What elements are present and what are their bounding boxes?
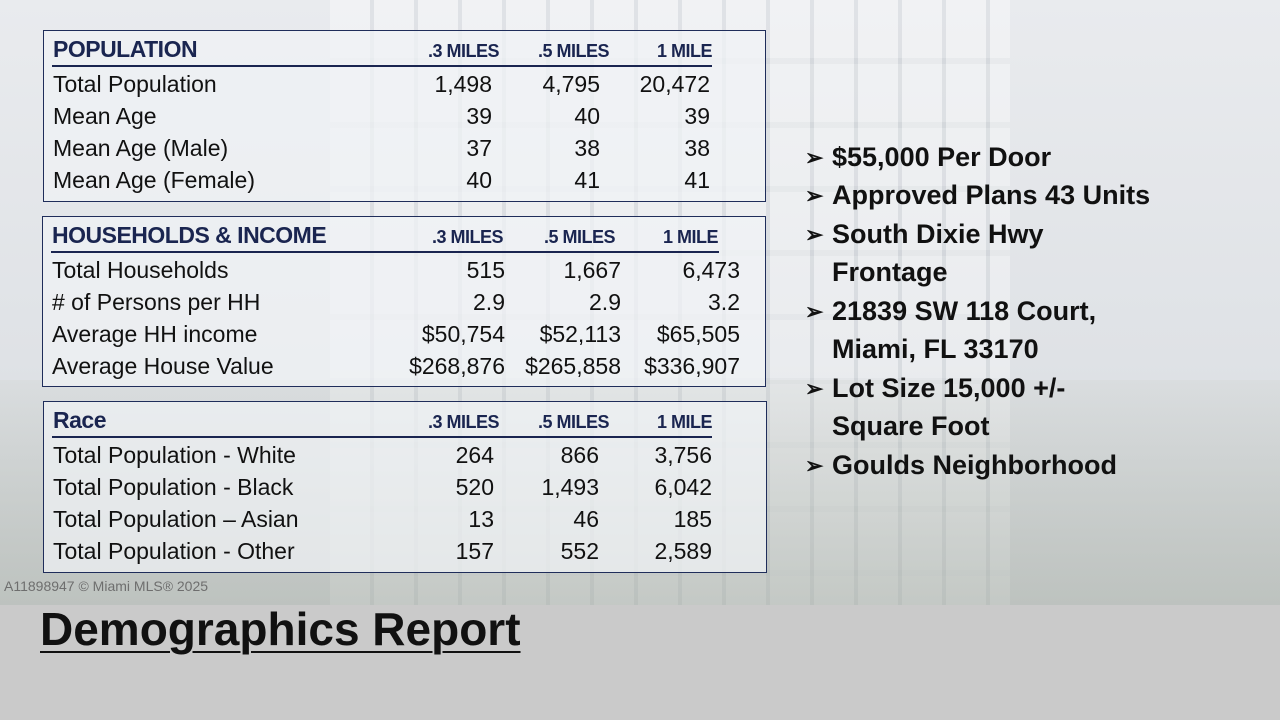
table-title: HOUSEHOLDS & INCOME [52,222,327,248]
bullet-text: Approved Plans 43 Units [832,180,1151,210]
row-value: 40 [466,167,492,193]
row-label: Total Households [52,257,229,283]
table-row: Average HH income $50,754 $52,113 $65,505 [43,321,765,353]
row-value: 39 [684,103,710,129]
row-label: Mean Age [53,103,157,129]
row-value: 520 [455,474,494,500]
watermark: A11898947 © Miami MLS® 2025 [4,578,209,594]
table-row: Mean Age (Female) 40 41 41 [44,167,765,199]
row-value: 2,589 [654,538,712,564]
row-value: 2.9 [473,289,505,315]
row-value: 38 [574,135,600,161]
row-value: 38 [684,135,710,161]
column-header: .3 MILES [427,412,500,432]
column-header: 1 MILE [656,412,713,432]
row-value: $52,113 [539,321,621,347]
header-underline [52,436,712,438]
column-header: .5 MILES [537,412,610,432]
table-row: Total Population - White 264 866 3,756 [44,442,766,474]
table-row: Total Households 515 1,667 6,473 [43,257,765,289]
row-value: 41 [574,167,600,193]
row-value: $65,505 [656,321,740,347]
bullet-text: Lot Size 15,000 +/- [832,373,1066,403]
row-label: Mean Age (Male) [53,135,229,161]
table-header: Race .3 MILES .5 MILES 1 MILE [44,407,766,438]
bottom-band [0,605,1280,720]
column-header: .5 MILES [537,41,610,61]
row-value: 552 [560,538,599,564]
row-value: 13 [468,506,494,532]
row-value: 2.9 [589,289,621,315]
row-value: 39 [466,103,492,129]
row-value: $265,858 [525,353,621,379]
row-value: 4,795 [542,71,600,97]
row-value: 1,667 [563,257,621,283]
row-value: 40 [574,103,600,129]
bullet-text: Frontage [832,257,948,287]
row-label: Total Population - Black [53,474,294,500]
header-underline [52,65,712,67]
table-title: POPULATION [53,36,198,62]
arrow-bullet-icon: ➢ [805,376,824,401]
table-title: Race [53,407,106,433]
column-header: .3 MILES [427,41,500,61]
row-label: Mean Age (Female) [53,167,255,193]
bullet-text: Goulds Neighborhood [832,450,1117,480]
row-value: 41 [684,167,710,193]
bullet-text: $55,000 Per Door [832,142,1052,172]
row-value: $50,754 [421,321,505,347]
row-label: # of Persons per HH [52,289,261,315]
row-value: 866 [560,442,599,468]
table-row: # of Persons per HH 2.9 2.9 3.2 [43,289,765,321]
row-value: 185 [673,506,712,532]
column-header: 1 MILE [656,41,713,61]
row-label: Average HH income [52,321,258,347]
row-value: 6,042 [654,474,712,500]
row-value: 3.2 [708,289,740,315]
row-value: $336,907 [644,353,740,379]
table-header: HOUSEHOLDS & INCOME .3 MILES .5 MILES 1 MIL… [43,222,765,253]
bullet-text: Square Foot [832,411,990,441]
row-label: Total Population - White [53,442,296,468]
row-label: Total Population - Other [53,538,295,564]
table-row: Total Population - Other 157 552 2,589 [44,538,766,570]
row-value: 3,756 [654,442,712,468]
row-value: 37 [466,135,492,161]
column-header: .3 MILES [431,227,504,247]
row-value: 264 [455,442,494,468]
column-header: .5 MILES [543,227,616,247]
table-row: Average House Value $268,876 $265,858 $336,… [43,353,765,385]
row-value: 1,493 [541,474,599,500]
row-label: Total Population – Asian [53,506,299,532]
table-row: Total Population – Asian 13 46 185 [44,506,766,538]
table-header: POPULATION .3 MILES .5 MILES 1 MILE [44,36,765,67]
table-row: Mean Age 39 40 39 [44,103,765,135]
column-header: 1 MILE [662,227,719,247]
households-income-table: HOUSEHOLDS & INCOME .3 MILES .5 MILES 1 MIL… [42,216,766,387]
row-label: Average House Value [52,353,274,379]
row-value: 6,473 [682,257,740,283]
race-table: Race .3 MILES .5 MILES 1 MILE Total Populati… [43,401,767,573]
table-row: Total Population 1,498 4,795 20,472 [44,71,765,103]
population-table: POPULATION .3 MILES .5 MILES 1 MILE Total Po… [43,30,766,202]
table-row: Total Population - Black 520 1,493 6,042 [44,474,766,506]
table-row: Mean Age (Male) 37 38 38 [44,135,765,167]
arrow-bullet-icon: ➢ [805,453,824,478]
arrow-bullet-icon: ➢ [805,183,824,208]
bullet-text: South Dixie Hwy [832,219,1044,249]
row-value: 157 [455,538,494,564]
row-label: Total Population [53,71,217,97]
row-value: 20,472 [639,71,710,97]
arrow-bullet-icon: ➢ [805,222,824,247]
row-value: 46 [573,506,599,532]
row-value: 515 [466,257,505,283]
page-title: Demographics Report [40,603,521,655]
row-value: $268,876 [409,353,505,379]
bullet-text: 21839 SW 118 Court, [832,296,1097,326]
row-value: 1,498 [434,71,492,97]
arrow-bullet-icon: ➢ [805,145,824,170]
arrow-bullet-icon: ➢ [805,299,824,324]
bullet-text: Miami, FL 33170 [832,334,1039,364]
header-underline [51,251,719,253]
